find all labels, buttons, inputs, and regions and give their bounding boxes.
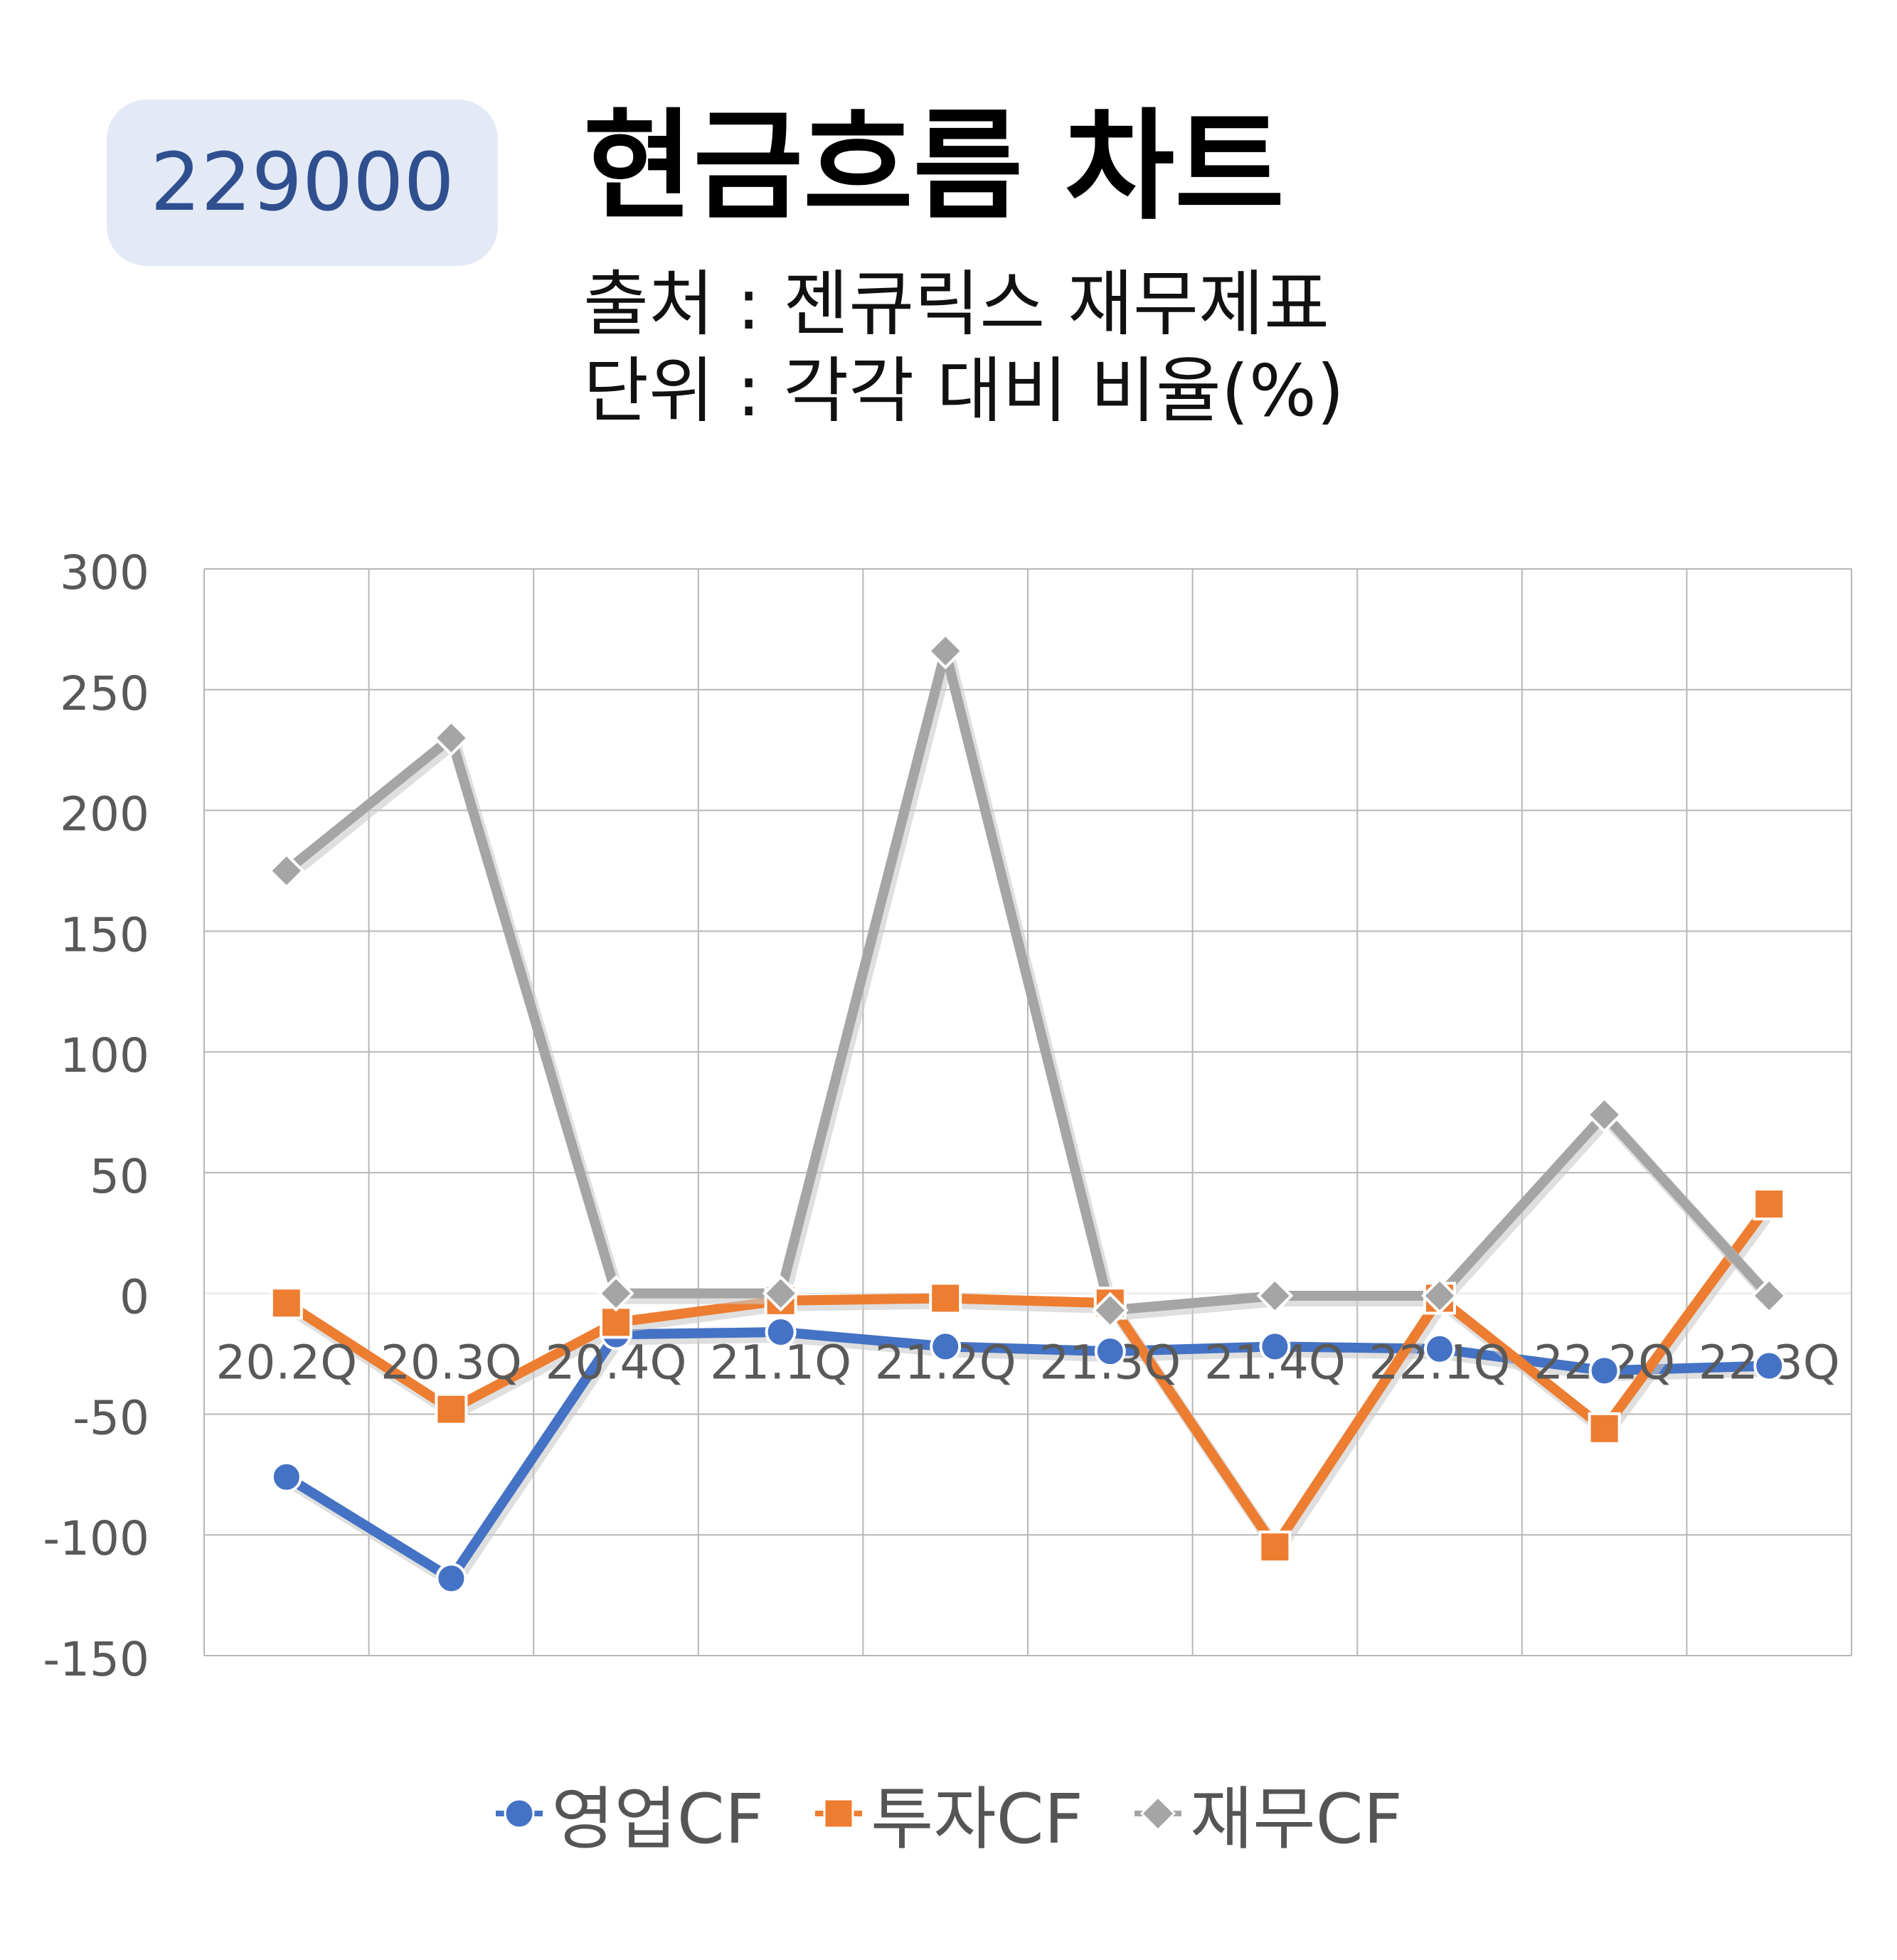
legend-item: 영업CF <box>494 1764 764 1863</box>
data-point <box>435 1562 467 1594</box>
legend-swatch <box>1134 1795 1181 1831</box>
data-point <box>1256 1277 1294 1314</box>
legend-swatch <box>815 1798 863 1828</box>
data-point <box>929 1282 962 1315</box>
data-point <box>435 1392 468 1426</box>
data-point <box>1750 1277 1788 1314</box>
y-tick-label: 250 <box>60 666 149 721</box>
source-line: 출처 : 젠큐릭스 재무제표 <box>583 262 1330 346</box>
y-tick-label: -150 <box>43 1632 149 1687</box>
y-tick-label: 0 <box>119 1270 149 1325</box>
y-tick-label: -50 <box>73 1390 149 1445</box>
stock-code-badge: 229000 <box>107 100 498 266</box>
data-point <box>270 1461 302 1493</box>
data-point <box>600 1306 632 1339</box>
y-tick-label: 50 <box>90 1149 149 1204</box>
data-point <box>1588 1355 1620 1387</box>
data-point <box>267 852 305 890</box>
legend-swatch <box>496 1798 543 1828</box>
y-tick-label: 200 <box>60 787 149 842</box>
x-tick-label: 20.3Q <box>381 1336 522 1390</box>
data-point <box>1091 1291 1129 1329</box>
legend-item: 투자CF <box>814 1764 1083 1863</box>
data-point <box>765 1316 797 1348</box>
y-tick-label: 150 <box>60 907 149 962</box>
data-point <box>930 1331 962 1363</box>
data-point <box>1753 1350 1785 1382</box>
data-point <box>1753 1188 1786 1221</box>
y-tick-label: -100 <box>43 1511 149 1566</box>
chart-title: 현금흐름 차트 <box>583 97 1285 236</box>
data-point <box>1585 1096 1623 1134</box>
data-point <box>1258 1530 1292 1564</box>
y-tick-label: 100 <box>60 1028 149 1083</box>
legend: 영업CF 투자CF 재무CF <box>0 1764 1897 1863</box>
legend-label: 재무CF <box>1189 1779 1403 1859</box>
data-point <box>432 719 470 757</box>
data-point <box>270 1287 303 1320</box>
unit-line: 단위 : 각각 대비 비율(%) <box>583 349 1344 432</box>
series-line-1 <box>281 1199 1775 1552</box>
legend-item: 재무CF <box>1133 1764 1403 1863</box>
data-point <box>1421 1277 1458 1314</box>
data-point <box>1094 1336 1126 1368</box>
data-point <box>1259 1331 1291 1363</box>
data-point <box>1588 1412 1621 1445</box>
series-line-2 <box>281 646 1775 1316</box>
legend-label: 투자CF <box>871 1779 1083 1859</box>
stock-code: 229000 <box>150 137 455 229</box>
y-tick-label: 300 <box>60 545 149 600</box>
data-point <box>927 632 965 670</box>
data-point <box>597 1274 634 1312</box>
data-point <box>762 1274 799 1312</box>
data-point <box>1424 1333 1455 1365</box>
x-tick-label: 20.2Q <box>216 1336 357 1390</box>
legend-label: 영업CF <box>551 1779 765 1859</box>
